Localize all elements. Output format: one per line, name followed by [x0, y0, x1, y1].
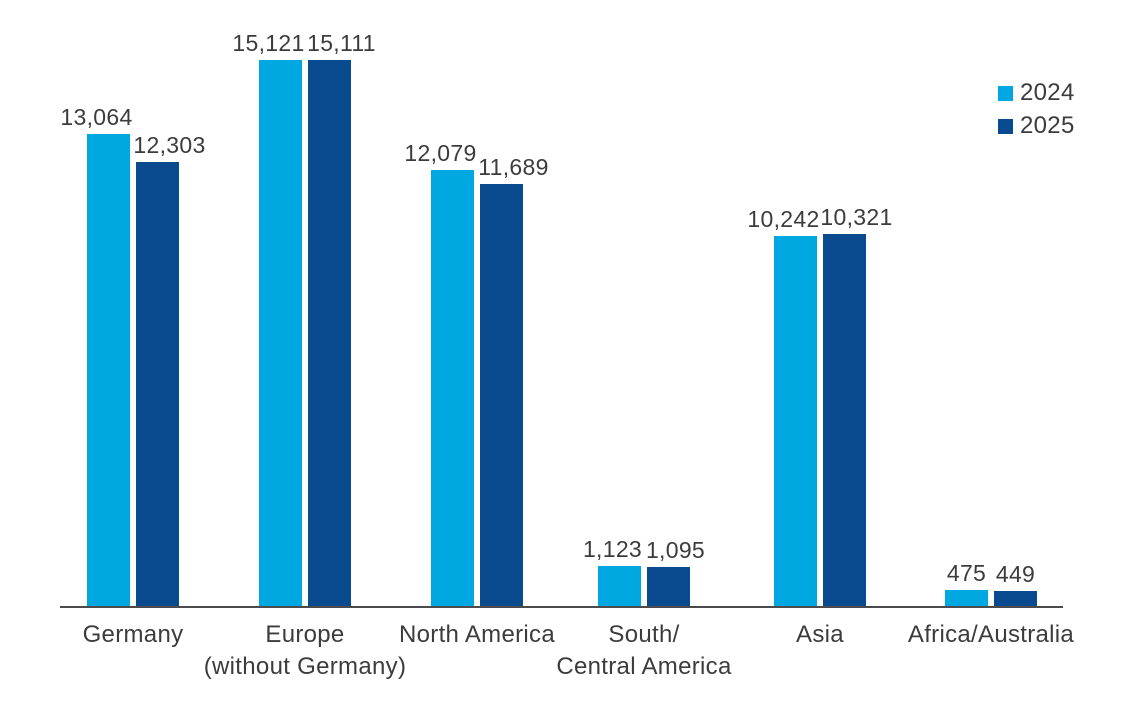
bar-2024-south-central-america: [598, 566, 641, 607]
value-label-2025-germany: 12,303: [133, 132, 206, 158]
value-label-2024-africa-australia: 475: [946, 560, 987, 586]
value-label-2024-asia: 10,242: [747, 206, 820, 232]
bar-2025-germany: [136, 162, 179, 607]
category-label-line: Germany: [82, 621, 184, 648]
category-label-line: Africa/Australia: [907, 621, 1075, 648]
bar-2025-north-america: [480, 184, 523, 607]
value-label-2025-north-america: 11,689: [478, 154, 549, 180]
category-label-line: Europe: [265, 621, 345, 648]
bar-2025-south-central-america: [647, 567, 690, 607]
bar-2024-asia: [774, 236, 817, 607]
bar-2024-africa-australia: [945, 590, 988, 607]
bar-2024-europe-without-germany: [259, 60, 302, 607]
legend-item-2024: 2024: [998, 79, 1075, 106]
category-label-line: South/: [608, 621, 680, 648]
bar-2025-africa-australia: [994, 591, 1037, 607]
value-label-2024-north-america: 12,079: [404, 140, 477, 166]
value-label-2025-asia: 10,321: [820, 204, 893, 230]
bar-2025-europe-without-germany: [308, 60, 351, 607]
category-label-line: North America: [399, 621, 555, 648]
category-label-line: (without Germany): [203, 653, 407, 680]
value-label-2024-south-central-america: 1,123: [582, 536, 643, 562]
category-label-asia: Asia: [670, 619, 970, 651]
value-label-2025-europe-without-germany: 15,111: [307, 30, 376, 56]
x-axis-line: [60, 606, 1063, 608]
bar-2025-asia: [823, 234, 866, 607]
category-label-africa-australia: Africa/Australia: [841, 619, 1125, 651]
category-label-line: Asia: [796, 621, 844, 648]
category-label-line: Central America: [556, 653, 732, 680]
bar-2024-north-america: [431, 170, 474, 607]
value-label-2024-germany: 13,064: [60, 104, 133, 130]
category-label-germany: Germany: [0, 619, 283, 651]
legend-label-2025: 2025: [1020, 112, 1075, 139]
value-label-2024-europe-without-germany: 15,121: [232, 30, 305, 56]
legend-item-2025: 2025: [998, 112, 1075, 139]
legend: 2024 2025: [998, 79, 1075, 139]
legend-swatch-2025: [998, 118, 1013, 134]
category-label-europe-without-germany: Europe (without Germany): [155, 619, 455, 683]
value-label-2025-africa-australia: 449: [995, 561, 1036, 587]
category-label-north-america: North America: [327, 619, 627, 651]
value-label-2025-south-central-america: 1,095: [645, 537, 706, 563]
legend-swatch-2024: [998, 85, 1013, 101]
bar-2024-germany: [87, 134, 130, 607]
legend-label-2024: 2024: [1020, 79, 1075, 106]
category-label-south-central-america: South/Central America: [494, 619, 794, 683]
